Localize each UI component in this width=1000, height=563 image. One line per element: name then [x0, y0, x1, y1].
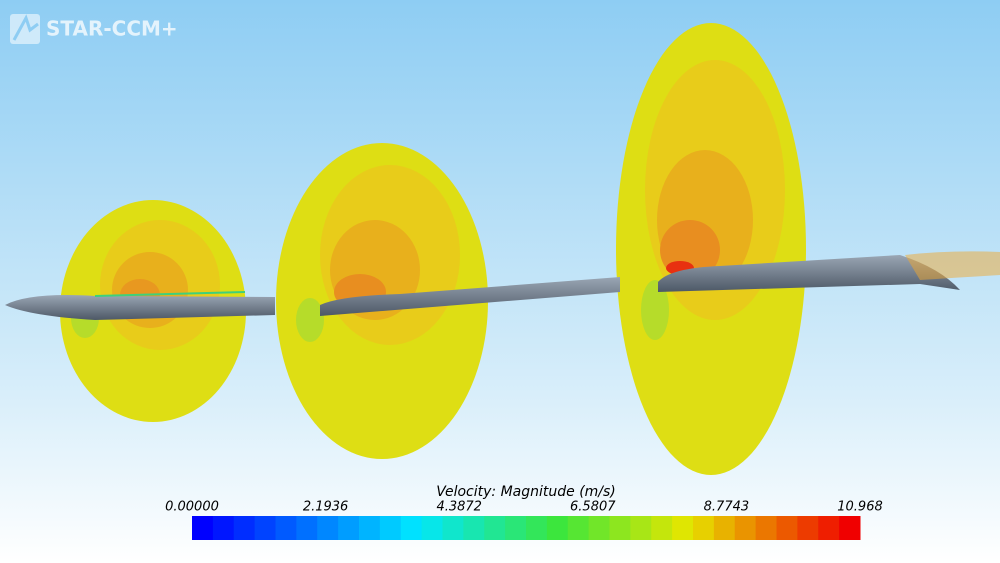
colorbar-swatch	[651, 516, 673, 540]
colorbar-swatch	[484, 516, 506, 540]
section-3	[616, 23, 806, 475]
colorbar-swatch	[338, 516, 360, 540]
colorbar-swatch	[317, 516, 339, 540]
colorbar-swatch	[463, 516, 485, 540]
colorbar: Velocity: Magnitude (m/s) 0.00000 2.1936 4…	[165, 484, 883, 540]
colorbar-swatch	[693, 516, 715, 540]
colorbar-swatch	[630, 516, 652, 540]
colorbar-swatch	[442, 516, 464, 540]
colorbar-swatch	[588, 516, 610, 540]
colorbar-swatch	[212, 516, 235, 540]
colorbar-swatch	[505, 516, 527, 540]
colorbar-swatch	[254, 516, 276, 540]
colorbar-swatch	[839, 516, 861, 540]
colorbar-tick-label: 8.7743	[704, 500, 750, 515]
colorbar-swatch	[421, 516, 443, 540]
colorbar-swatch	[609, 516, 631, 540]
colorbar-swatch	[359, 516, 381, 540]
colorbar-swatch	[379, 516, 402, 540]
colorbar-swatch	[400, 516, 423, 540]
colorbar-swatch	[546, 516, 569, 540]
colorbar-swatch	[797, 516, 819, 540]
colorbar-swatch	[192, 516, 214, 540]
logo: STAR-CCM+	[10, 14, 178, 44]
colorbar-swatch	[296, 516, 318, 540]
colorbar-tick-label: 4.3872	[436, 500, 482, 515]
colorbar-swatch	[734, 516, 757, 540]
colorbar-tick-label: 10.968	[837, 500, 883, 515]
colorbar-tick-label: 6.5807	[570, 500, 616, 515]
colorbar-swatch	[275, 516, 297, 540]
colorbar-tick-label: 2.1936	[303, 500, 349, 515]
colorbar-swatch	[755, 516, 777, 540]
colorbar-title: Velocity: Magnitude (m/s)	[436, 484, 616, 500]
colorbar-swatch	[567, 516, 590, 540]
colorbar-tick-label: 0.00000	[165, 500, 219, 515]
colorbar-swatch	[672, 516, 694, 540]
logo-text: STAR-CCM+	[46, 17, 178, 41]
colorbar-swatch	[233, 516, 256, 540]
blade	[5, 251, 1000, 320]
colorbar-swatch	[818, 516, 840, 540]
colorbar-swatch	[713, 516, 736, 540]
colorbar-swatch	[776, 516, 798, 540]
colorbar-swatch	[526, 516, 548, 540]
